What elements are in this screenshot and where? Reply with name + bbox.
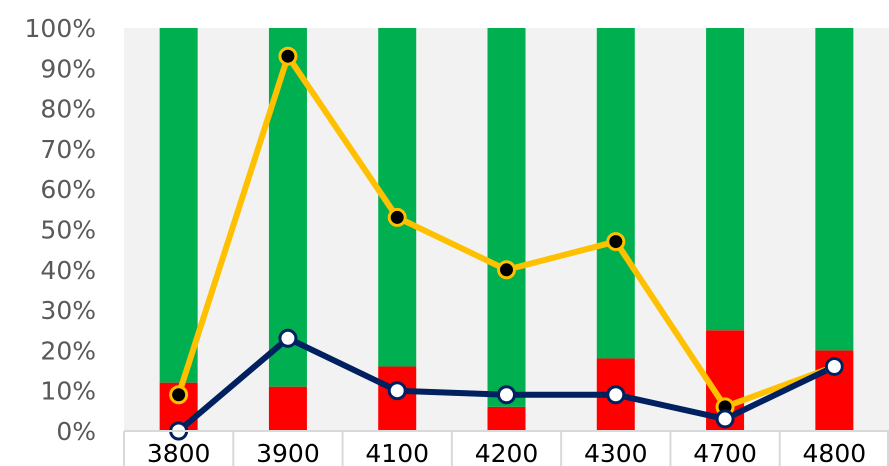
line-point-0-3900 xyxy=(278,46,298,66)
y-tick-label: 90% xyxy=(40,54,96,83)
x-tick-label: 4200 xyxy=(475,439,539,466)
line-point-1-4800 xyxy=(824,357,844,377)
y-tick-label: 0% xyxy=(56,417,96,446)
y-tick-label: 40% xyxy=(40,256,96,285)
line-point-1-4700 xyxy=(715,409,735,429)
x-tick-label: 4100 xyxy=(365,439,429,466)
y-axis: 0% 10% 20% 30% 40% 50% 60% 70% 80% 90% 100% xyxy=(25,14,96,446)
line-point-0-4200 xyxy=(497,260,516,280)
y-tick-label: 60% xyxy=(40,175,96,204)
x-tick-label: 4800 xyxy=(803,439,867,466)
line-point-1-4100 xyxy=(387,381,407,401)
y-tick-label: 20% xyxy=(40,336,96,365)
line-point-0-4100 xyxy=(387,207,407,227)
line-point-1-4300 xyxy=(606,385,626,405)
y-tick-label: 10% xyxy=(40,377,96,406)
bar-segment-1-4700 xyxy=(706,28,745,331)
x-axis: 3800 3900 4100 4200 4300 4700 4800 xyxy=(123,430,889,466)
y-tick-label: 50% xyxy=(40,216,96,245)
line-series-group xyxy=(169,46,844,441)
line-point-0-4300 xyxy=(606,232,626,252)
bar-segment-0-3900 xyxy=(268,386,307,431)
x-tick-label: 4300 xyxy=(584,439,648,466)
y-tick-label: 100% xyxy=(25,14,96,43)
bar-segment-1-3800 xyxy=(159,28,198,383)
bar-segment-1-4200 xyxy=(487,28,526,407)
x-tick-label: 4700 xyxy=(693,439,757,466)
y-tick-label: 70% xyxy=(40,135,96,164)
y-tick-label: 80% xyxy=(40,95,96,124)
line-point-1-4200 xyxy=(497,385,516,405)
bar-segment-1-4300 xyxy=(596,28,635,359)
x-tick-label: 3900 xyxy=(256,439,320,466)
bar-segment-1-4800 xyxy=(815,28,854,351)
bar-segment-0-4200 xyxy=(487,406,526,431)
x-tick-label: 3800 xyxy=(147,439,211,466)
line-point-1-3900 xyxy=(278,328,298,348)
y-tick-label: 30% xyxy=(40,296,96,325)
line-point-0-3800 xyxy=(169,385,189,405)
